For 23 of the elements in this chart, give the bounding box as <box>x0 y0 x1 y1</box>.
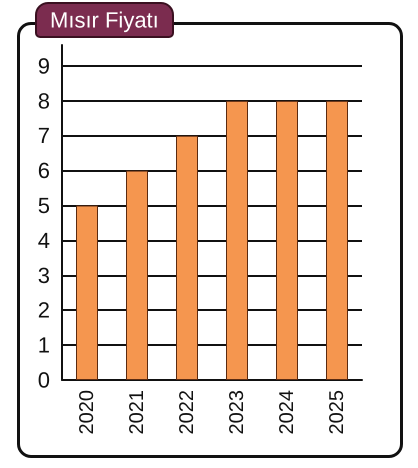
x-tick-label: 2021 <box>126 390 148 434</box>
bar <box>126 170 148 380</box>
x-tick-label: 2020 <box>76 390 98 434</box>
bar <box>276 100 298 380</box>
bar <box>176 136 198 380</box>
chart-title: Mısır Fiyatı <box>50 8 159 32</box>
y-tick-label: 8 <box>38 88 50 114</box>
y-tick-label: 4 <box>38 228 50 253</box>
x-tick-label: 2025 <box>326 390 348 434</box>
x-tick-label: 2023 <box>226 390 248 434</box>
y-tick-label: 0 <box>38 368 50 392</box>
y-tick-label: 7 <box>38 123 50 148</box>
x-tick-label: 2022 <box>176 390 198 434</box>
bar <box>326 100 348 380</box>
y-tick-label: 2 <box>38 298 50 323</box>
y-tick-label: 3 <box>38 262 50 288</box>
y-tick-label: 6 <box>38 158 50 184</box>
y-tick-label: 9 <box>38 53 50 78</box>
x-tick-label: 2024 <box>276 390 298 434</box>
y-tick-label: 5 <box>38 193 50 218</box>
bar <box>76 206 98 380</box>
y-tick-label: 1 <box>38 332 50 358</box>
bar <box>226 100 248 380</box>
